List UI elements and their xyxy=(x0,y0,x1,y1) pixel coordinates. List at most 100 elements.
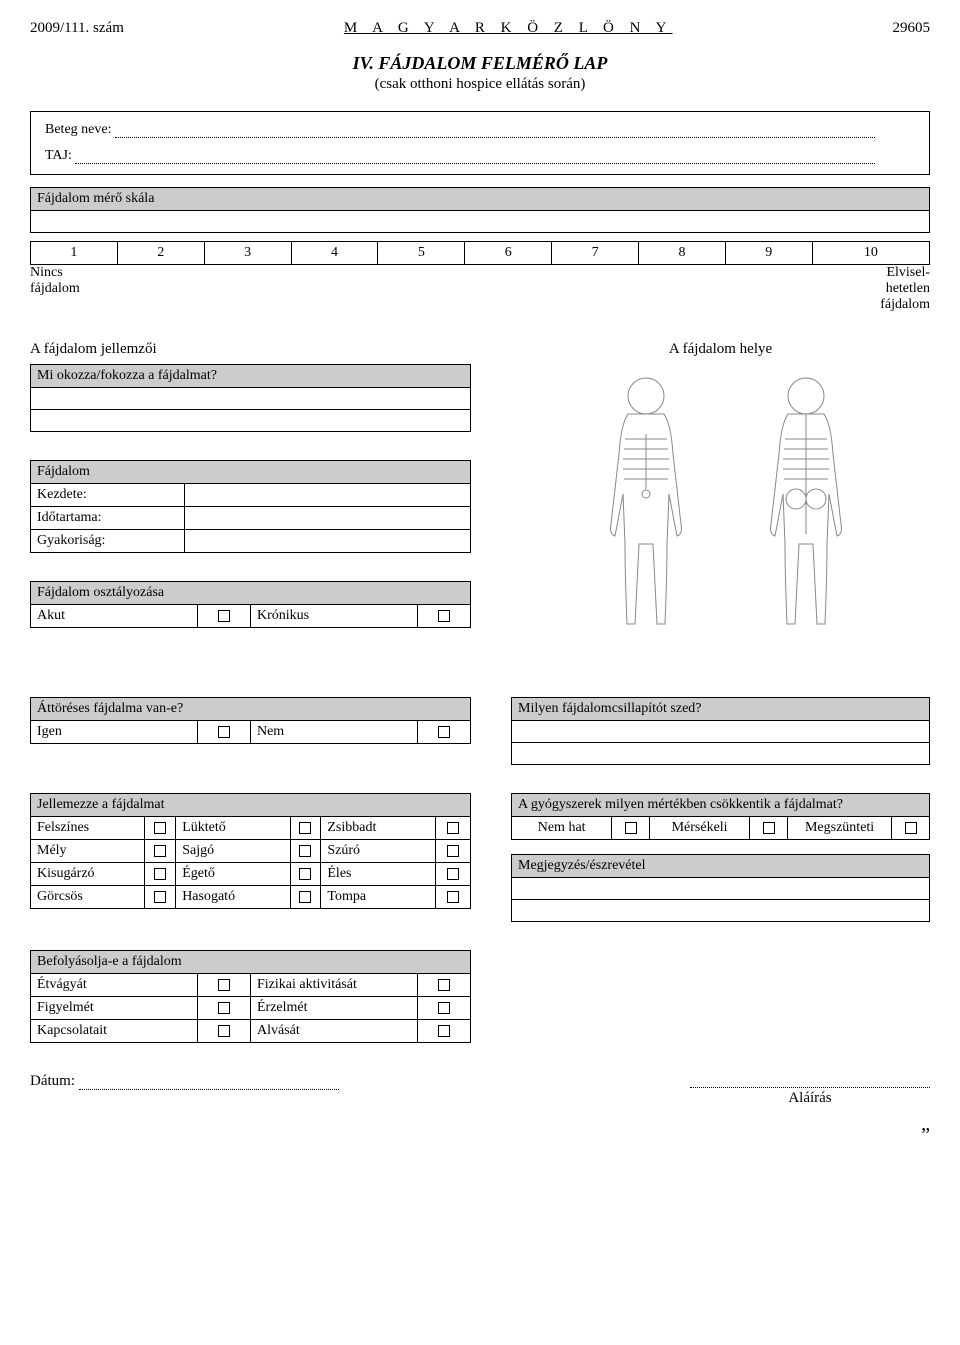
cb-mely[interactable] xyxy=(154,845,166,857)
reduce-nemhat: Nem hat xyxy=(512,817,612,840)
cb-megszunteti[interactable] xyxy=(905,822,917,834)
cb-figyelem[interactable] xyxy=(218,1002,230,1014)
page-header: 2009/111. szám M A G Y A R K Ö Z L Ö N Y… xyxy=(30,20,930,37)
medication-row-2[interactable] xyxy=(512,743,930,765)
scale-4[interactable]: 4 xyxy=(291,242,378,265)
breakthrough-header: Áttöréses fájdalma van-e? xyxy=(31,698,471,721)
classification-table: Fájdalom osztályozása Akut Krónikus xyxy=(30,581,471,628)
desc-zsibbadt: Zsibbadt xyxy=(321,817,435,840)
pain-info-table: Fájdalom Kezdete: Időtartama: Gyakoriság… xyxy=(30,460,471,553)
scale-10[interactable]: 10 xyxy=(812,242,929,265)
scale-right-1: Elvisel- xyxy=(880,265,930,281)
acute-checkbox[interactable] xyxy=(218,610,230,622)
cb-nemhat[interactable] xyxy=(625,822,637,834)
desc-mely: Mély xyxy=(31,840,145,863)
scale-empty-row xyxy=(31,211,930,233)
scale-1[interactable]: 1 xyxy=(31,242,118,265)
notes-row-2[interactable] xyxy=(512,900,930,922)
page-number: 29605 xyxy=(893,20,931,37)
body-outline-icon xyxy=(531,364,911,664)
cb-gorcsos[interactable] xyxy=(154,891,166,903)
cb-lukteto[interactable] xyxy=(299,822,311,834)
cb-kapcsolat[interactable] xyxy=(218,1025,230,1037)
signature-row: Dátum: Aláírás xyxy=(30,1073,930,1107)
cause-row-1[interactable] xyxy=(31,388,471,410)
chronic-checkbox[interactable] xyxy=(438,610,450,622)
classification-header: Fájdalom osztályozása xyxy=(31,582,471,605)
cb-eles[interactable] xyxy=(447,868,459,880)
signature-line[interactable] xyxy=(690,1087,930,1088)
scale-8[interactable]: 8 xyxy=(639,242,726,265)
scale-header: Fájdalom mérő skála xyxy=(31,188,930,211)
describe-header: Jellemezze a fájdalmat xyxy=(31,794,471,817)
characteristics-heading: A fájdalom jellemzői xyxy=(30,341,471,358)
pain-start-field[interactable] xyxy=(185,484,471,507)
body-diagram[interactable] xyxy=(511,364,930,669)
desc-kisugarzo: Kisugárzó xyxy=(31,863,145,886)
cb-kisugarzo[interactable] xyxy=(154,868,166,880)
desc-tompa: Tompa xyxy=(321,886,435,909)
date-label: Dátum: xyxy=(30,1073,75,1089)
cb-szuro[interactable] xyxy=(447,845,459,857)
medication-table: Milyen fájdalomcsillapítót szed? xyxy=(511,697,930,765)
signature-label: Aláírás xyxy=(690,1090,930,1107)
cb-hasogato[interactable] xyxy=(299,891,311,903)
issue-number: 2009/111. szám xyxy=(30,20,124,37)
scale-2[interactable]: 2 xyxy=(117,242,204,265)
pain-freq-field[interactable] xyxy=(185,530,471,553)
cb-egeto[interactable] xyxy=(299,868,311,880)
cb-mersekeli[interactable] xyxy=(763,822,775,834)
scale-left-1: Nincs xyxy=(30,265,80,281)
taj-label: TAJ: xyxy=(45,148,72,163)
scale-7[interactable]: 7 xyxy=(552,242,639,265)
desc-felszines: Felszínes xyxy=(31,817,145,840)
scale-9[interactable]: 9 xyxy=(725,242,812,265)
aff-figyelem: Figyelmét xyxy=(31,997,198,1020)
cb-alvas[interactable] xyxy=(438,1025,450,1037)
journal-title: M A G Y A R K Ö Z L Ö N Y xyxy=(344,20,673,37)
desc-gorcsos: Görcsös xyxy=(31,886,145,909)
yes-checkbox[interactable] xyxy=(218,726,230,738)
notes-table: Megjegyzés/észrevétel xyxy=(511,854,930,922)
taj-field[interactable] xyxy=(75,163,875,164)
desc-eles: Éles xyxy=(321,863,435,886)
cb-etvagy[interactable] xyxy=(218,979,230,991)
cb-erzelem[interactable] xyxy=(438,1002,450,1014)
cause-header: Mi okozza/fokozza a fájdalmat? xyxy=(31,365,471,388)
notes-header: Megjegyzés/észrevétel xyxy=(512,855,930,878)
notes-row-1[interactable] xyxy=(512,878,930,900)
medication-header: Milyen fájdalomcsillapítót szed? xyxy=(512,698,930,721)
scale-header-table: Fájdalom mérő skála xyxy=(30,187,930,233)
date-field[interactable] xyxy=(79,1089,339,1090)
reduce-header: A gyógyszerek milyen mértékben csökkenti… xyxy=(512,794,930,817)
cb-zsibbadt[interactable] xyxy=(447,822,459,834)
scale-right-2: hetetlen xyxy=(880,281,930,297)
medication-row-1[interactable] xyxy=(512,721,930,743)
patient-name-field[interactable] xyxy=(115,137,875,138)
scale-left-2: fájdalom xyxy=(30,281,80,297)
no-checkbox[interactable] xyxy=(438,726,450,738)
cause-row-2[interactable] xyxy=(31,410,471,432)
scale-5[interactable]: 5 xyxy=(378,242,465,265)
desc-sajgo: Sajgó xyxy=(176,840,290,863)
cb-sajgo[interactable] xyxy=(299,845,311,857)
cb-tompa[interactable] xyxy=(447,891,459,903)
desc-egeto: Égető xyxy=(176,863,290,886)
patient-name-label: Beteg neve: xyxy=(45,122,111,137)
scale-6[interactable]: 6 xyxy=(465,242,552,265)
pain-start-label: Kezdete: xyxy=(31,484,185,507)
scale-3[interactable]: 3 xyxy=(204,242,291,265)
affects-table: Befolyásolja-e a fájdalom Étvágyát Fizik… xyxy=(30,950,471,1043)
pain-duration-field[interactable] xyxy=(185,507,471,530)
desc-hasogato: Hasogató xyxy=(176,886,290,909)
aff-erzelem: Érzelmét xyxy=(250,997,417,1020)
aff-kapcsolat: Kapcsolatait xyxy=(31,1020,198,1043)
quote-mark: „ xyxy=(30,1113,930,1136)
cb-felszines[interactable] xyxy=(154,822,166,834)
pain-info-header: Fájdalom xyxy=(31,461,471,484)
no-label: Nem xyxy=(250,721,417,744)
aff-fizikai: Fizikai aktivitását xyxy=(250,974,417,997)
reduce-mersekeli: Mérsékeli xyxy=(649,817,749,840)
cb-fizikai[interactable] xyxy=(438,979,450,991)
patient-box: Beteg neve: TAJ: xyxy=(30,111,930,175)
